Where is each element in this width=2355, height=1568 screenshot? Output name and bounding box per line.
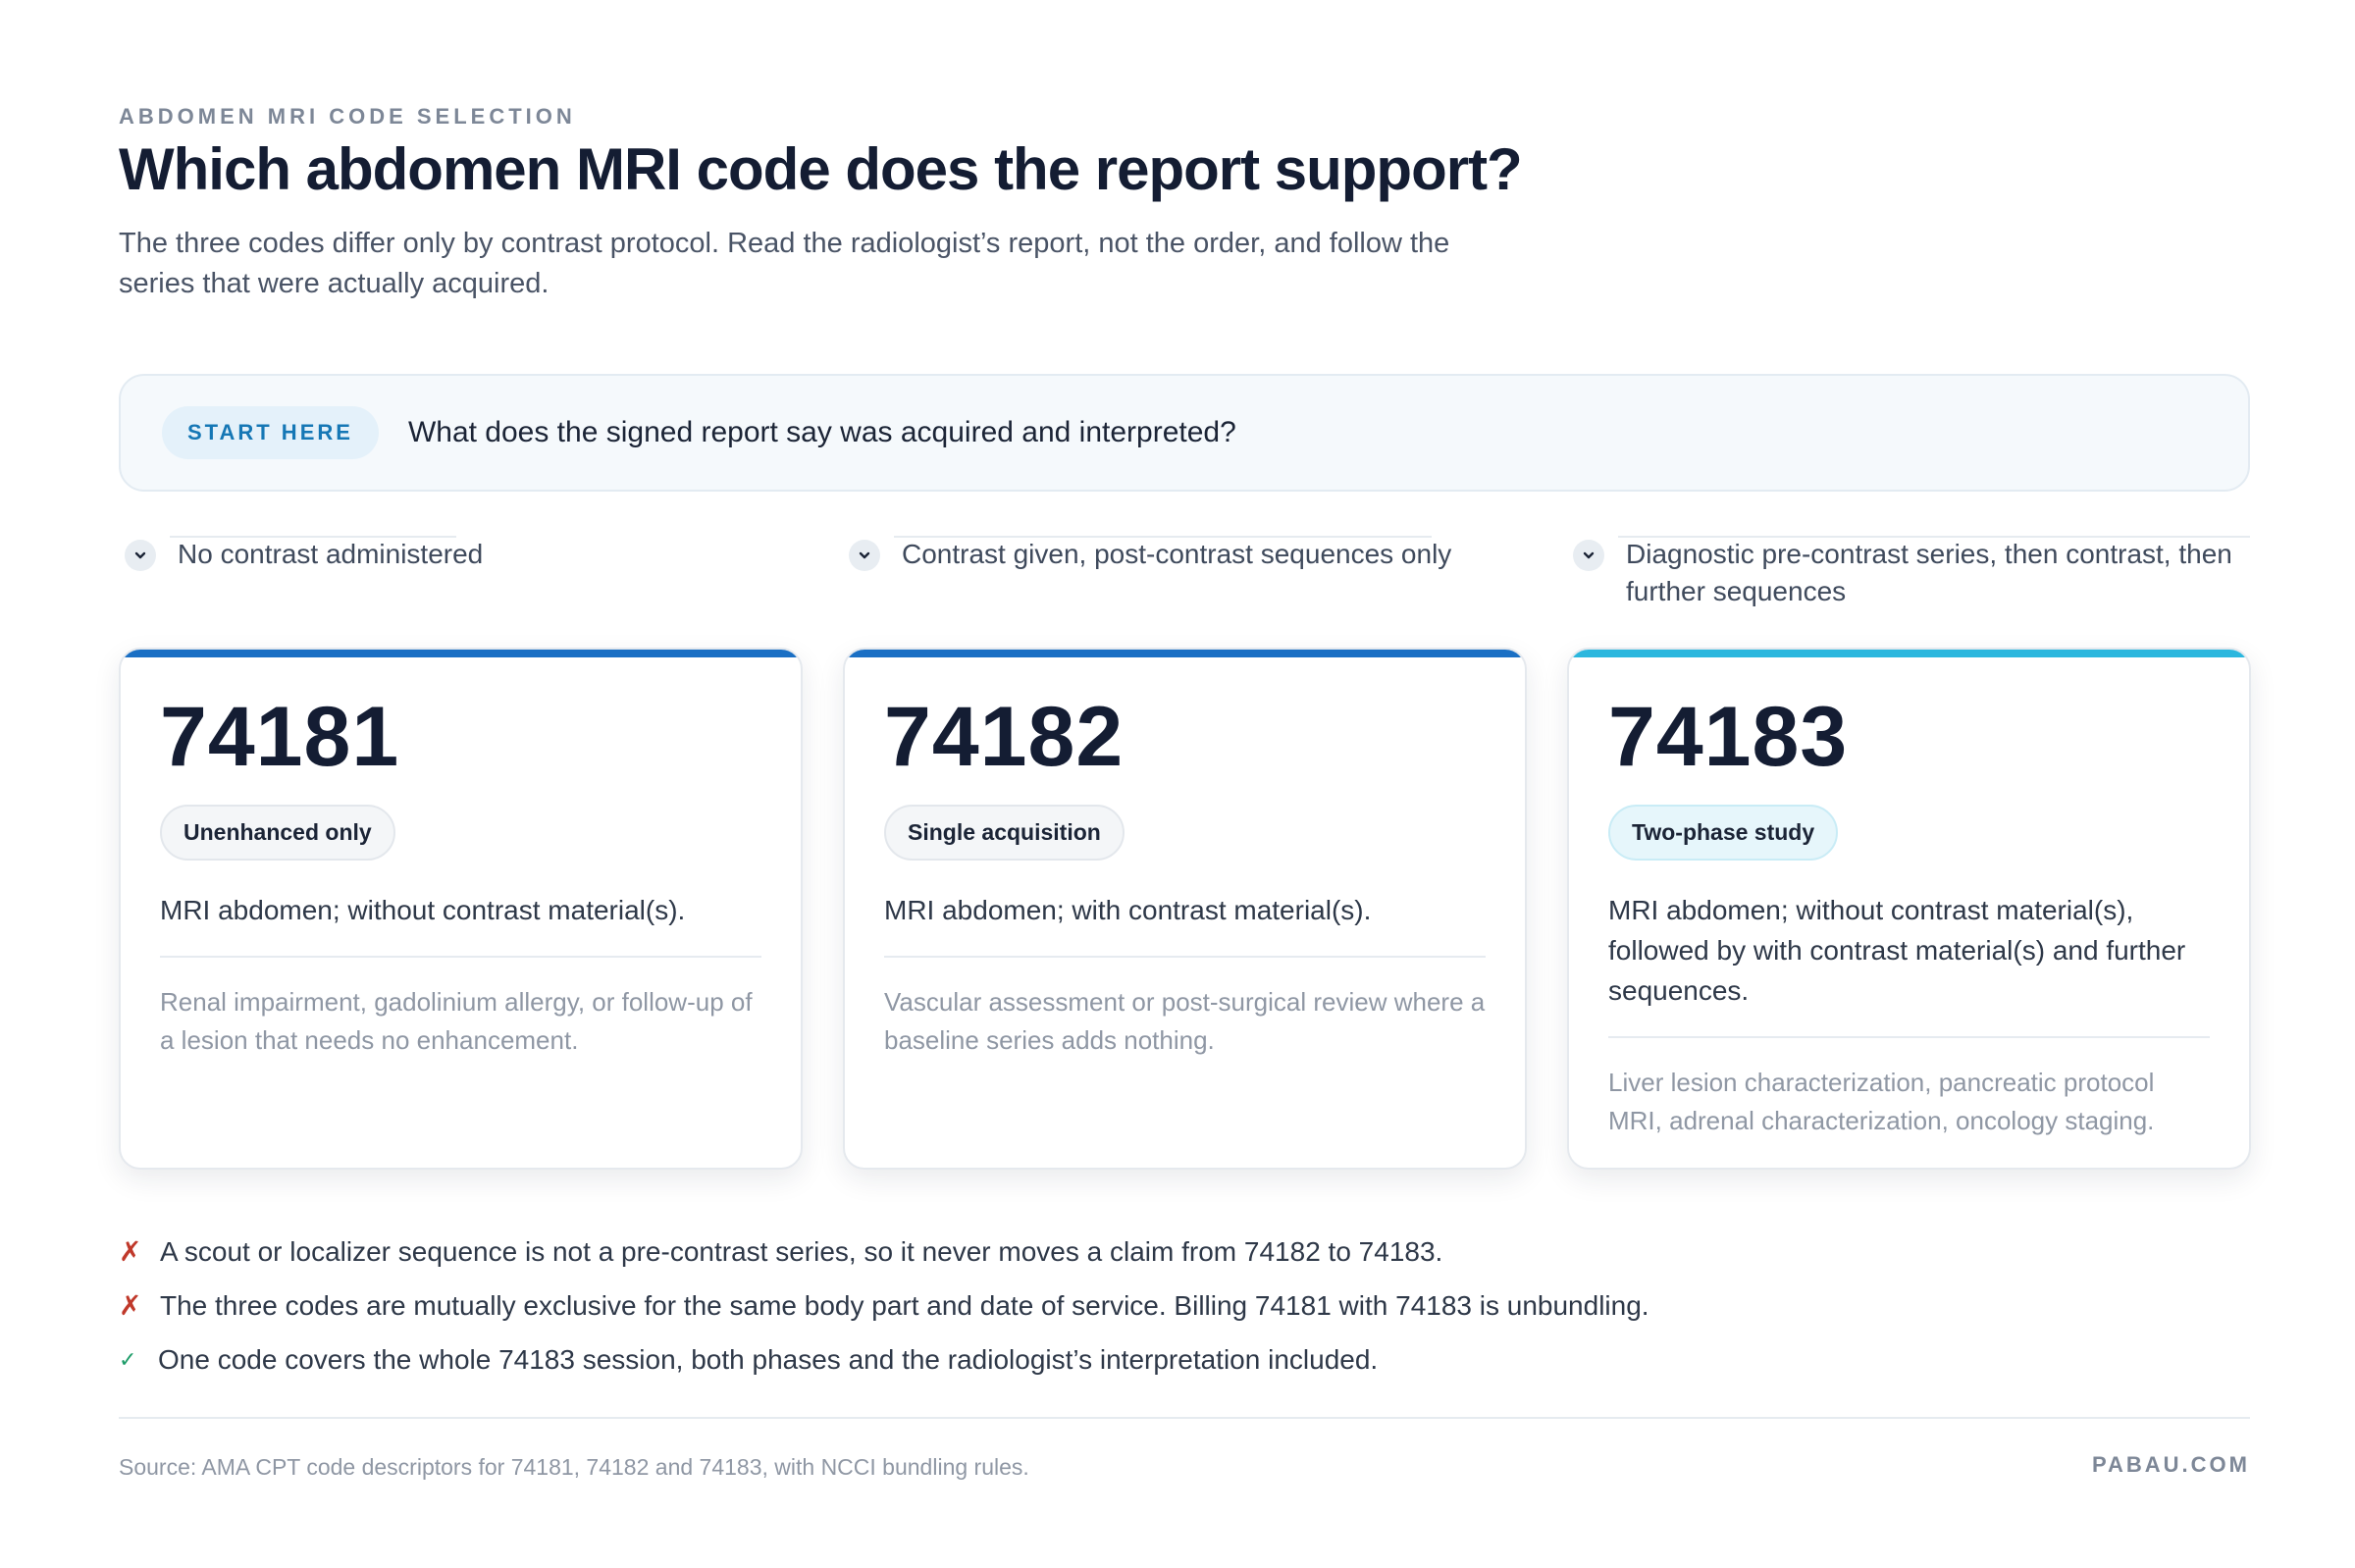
- note-text: A scout or localizer sequence is not a p…: [160, 1235, 1443, 1267]
- page-title: Which abdomen MRI code does the report s…: [119, 136, 1523, 202]
- branch-label: Diagnostic pre-contrast series, then con…: [1626, 539, 2232, 606]
- source-note: Source: AMA CPT code descriptors for 741…: [119, 1454, 1029, 1480]
- branch-two-phase: Diagnostic pre-contrast series, then con…: [1567, 536, 2250, 610]
- note-text: One code covers the whole 74183 session,…: [158, 1343, 1379, 1375]
- cross-icon: ✗: [119, 1236, 142, 1267]
- start-question: What does the signed report say was acqu…: [407, 416, 1236, 448]
- chevron-down-icon: [849, 540, 880, 571]
- code-card-74183: 74183 Two-phase study MRI abdomen; witho…: [1567, 648, 2251, 1170]
- eyebrow: ABDOMEN MRI CODE SELECTION: [119, 104, 576, 129]
- chevron-down-icon: [125, 540, 156, 571]
- list-item: ✗ The three codes are mutually exclusive…: [119, 1279, 1649, 1333]
- typical-use: Vascular assessment or post-surgical rev…: [884, 987, 1486, 1055]
- branch-post-contrast: Contrast given, post-contrast sequences …: [843, 536, 1510, 573]
- protocol-badge: Unenhanced only: [160, 805, 395, 861]
- check-icon: ✓: [119, 1346, 137, 1372]
- note-text: The three codes are mutually exclusive f…: [160, 1289, 1649, 1321]
- footer-divider: [119, 1417, 2250, 1419]
- chevron-down-icon: [1573, 540, 1604, 571]
- cross-icon: ✗: [119, 1290, 142, 1321]
- branch-label: Contrast given, post-contrast sequences …: [902, 539, 1452, 569]
- card-accent-bar: [121, 650, 801, 657]
- typical-use: Liver lesion characterization, pancreati…: [1608, 1068, 2155, 1135]
- code-descriptor: MRI abdomen; without contrast material(s…: [1608, 890, 2210, 1038]
- branch-no-contrast: No contrast administered: [119, 536, 786, 573]
- cpt-code: 74182: [884, 690, 1125, 784]
- typical-use: Renal impairment, gadolinium allergy, or…: [160, 987, 753, 1055]
- list-item: ✗ A scout or localizer sequence is not a…: [119, 1225, 1649, 1279]
- branch-rule: [894, 536, 1432, 538]
- card-accent-bar: [845, 650, 1525, 657]
- page-subtitle: The three codes differ only by contrast …: [119, 228, 1450, 299]
- branch-label: No contrast administered: [178, 539, 484, 569]
- code-card-74181: 74181 Unenhanced only MRI abdomen; witho…: [119, 648, 803, 1170]
- notes-list: ✗ A scout or localizer sequence is not a…: [119, 1225, 1649, 1386]
- brand-logo: PABAU.COM: [2091, 1452, 2250, 1477]
- cpt-code: 74181: [160, 690, 400, 784]
- protocol-badge: Single acquisition: [884, 805, 1125, 861]
- start-here-pill: START HERE: [162, 406, 379, 459]
- start-question-box: START HERE What does the signed report s…: [119, 374, 2250, 492]
- list-item: ✓ One code covers the whole 74183 sessio…: [119, 1333, 1649, 1386]
- protocol-badge: Two-phase study: [1608, 805, 1839, 861]
- code-descriptor: MRI abdomen; with contrast material(s).: [884, 890, 1486, 958]
- card-accent-bar: [1569, 650, 2249, 657]
- branch-rule: [170, 536, 456, 538]
- branch-rule: [1618, 536, 2250, 538]
- code-card-74182: 74182 Single acquisition MRI abdomen; wi…: [843, 648, 1527, 1170]
- code-descriptor: MRI abdomen; without contrast material(s…: [160, 890, 761, 958]
- cpt-code: 74183: [1608, 690, 1849, 784]
